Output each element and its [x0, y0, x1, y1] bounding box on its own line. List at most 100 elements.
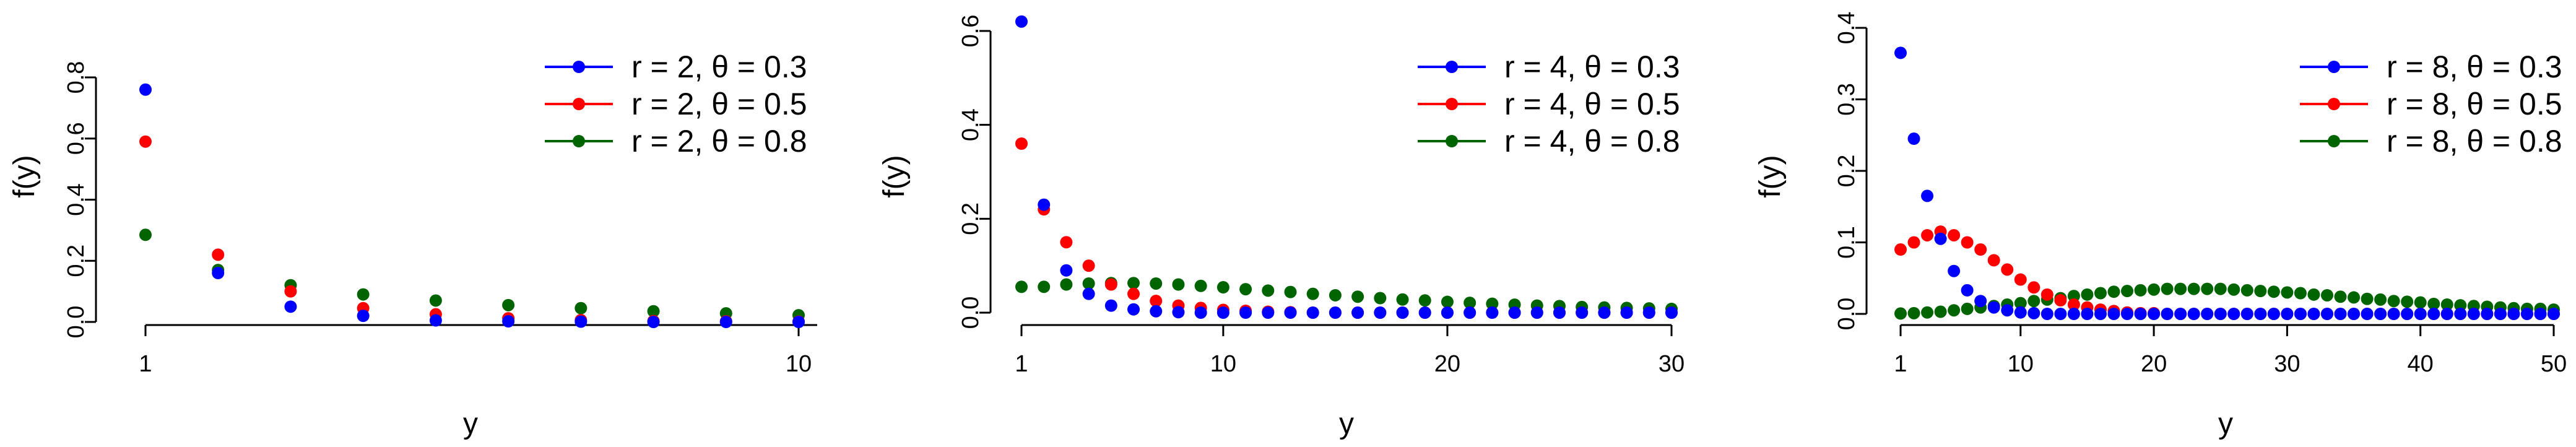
data-point [1216, 306, 1229, 319]
data-point [1974, 243, 1987, 256]
data-point [1987, 254, 2000, 267]
data-point [1948, 228, 1961, 241]
legend-label: r = 4, θ = 0.3 [1504, 50, 1680, 84]
legend-marker [573, 135, 585, 147]
data-point [2107, 308, 2120, 320]
data-point [1907, 306, 1920, 319]
data-point [2121, 285, 2134, 298]
y-axis-label: f(y) [8, 155, 41, 197]
data-point [2187, 308, 2200, 320]
data-point [1351, 306, 1364, 319]
data-point [1907, 236, 1920, 249]
y-tick-label: 0.2 [1834, 155, 1860, 188]
data-point [2054, 308, 2067, 320]
y-tick-label: 0.8 [63, 61, 89, 94]
data-point [2040, 288, 2053, 301]
data-point [1921, 306, 1934, 319]
y-tick-label: 0.4 [63, 183, 89, 216]
data-point [2240, 308, 2253, 320]
data-point [2094, 287, 2107, 300]
data-point [2440, 298, 2453, 311]
data-point [2294, 287, 2307, 300]
legend-marker [1446, 135, 1458, 147]
x-axis-label: y [463, 407, 478, 440]
data-point [1441, 295, 1454, 308]
data-point [212, 248, 225, 261]
y-tick-label: 0.1 [1834, 226, 1860, 259]
data-point [1961, 302, 1974, 315]
data-point [2227, 283, 2240, 296]
data-point [2374, 293, 2387, 306]
data-point [719, 316, 732, 328]
data-point [2320, 289, 2333, 302]
data-point [2148, 283, 2161, 296]
data-point [1172, 278, 1185, 291]
data-point [2334, 290, 2347, 303]
y-tick-label: 0.6 [63, 122, 89, 155]
data-point [1104, 299, 1117, 312]
data-point [284, 300, 297, 313]
data-point [212, 267, 225, 279]
data-point [2267, 308, 2280, 320]
data-point [1464, 306, 1477, 319]
x-tick-label: 10 [1210, 351, 1236, 377]
data-point [2134, 308, 2147, 320]
data-point [139, 228, 152, 241]
data-point [2507, 308, 2520, 320]
data-point [1015, 280, 1028, 293]
data-point [1127, 287, 1140, 300]
legend: r = 8, θ = 0.3r = 8, θ = 0.5r = 8, θ = 0… [2300, 50, 2562, 158]
y-axis-label: f(y) [878, 155, 911, 197]
data-point [1642, 306, 1655, 319]
data-point [2067, 298, 2080, 311]
chart-panel-3: 0.0 0.1 0.2 0.3 0.4 1 10 20 30 40 50 y f(y) r = 8, θ … [1754, 12, 2567, 440]
data-point [2227, 308, 2240, 320]
data-point [2214, 282, 2227, 295]
data-point [1441, 306, 1454, 319]
data-point [1948, 304, 1961, 317]
data-point [2374, 308, 2387, 320]
data-point [2161, 282, 2174, 295]
data-point [2027, 281, 2040, 294]
data-point [284, 285, 297, 298]
data-point [1150, 305, 1163, 318]
data-point [792, 316, 805, 328]
data-point [1060, 264, 1073, 277]
data-point [1082, 277, 1095, 290]
data-point [2267, 285, 2280, 298]
data-point [2014, 306, 2027, 319]
data-point [2281, 286, 2294, 299]
data-point [2081, 288, 2094, 301]
legend-label: r = 8, θ = 0.8 [2387, 124, 2562, 158]
data-point [2334, 308, 2347, 320]
data-point [1127, 303, 1140, 316]
data-point [2201, 282, 2214, 295]
data-point [2361, 308, 2374, 320]
data-point [647, 316, 660, 328]
x-tick-label: 50 [2541, 351, 2567, 377]
data-point [1239, 283, 1252, 296]
data-point [502, 298, 515, 311]
legend-marker [2328, 98, 2340, 110]
data-point [2281, 308, 2294, 320]
data-point [2254, 308, 2267, 320]
data-point [1934, 305, 1947, 318]
data-point [2001, 304, 2014, 317]
legend: r = 4, θ = 0.3r = 4, θ = 0.5r = 4, θ = 0… [1418, 50, 1680, 158]
data-point [2348, 308, 2361, 320]
y-tick-label: 0.2 [958, 202, 984, 235]
data-point [429, 314, 442, 327]
data-point [139, 135, 152, 148]
data-point [1038, 198, 1051, 211]
y-tick-label: 0.4 [1834, 12, 1860, 45]
data-point [1418, 306, 1431, 319]
data-point [1194, 279, 1207, 292]
data-point [429, 294, 442, 307]
data-point [1665, 306, 1678, 319]
data-point [1060, 236, 1073, 249]
legend-label: r = 8, θ = 0.3 [2387, 50, 2562, 84]
data-point [2414, 296, 2427, 309]
data-point [1598, 306, 1611, 319]
